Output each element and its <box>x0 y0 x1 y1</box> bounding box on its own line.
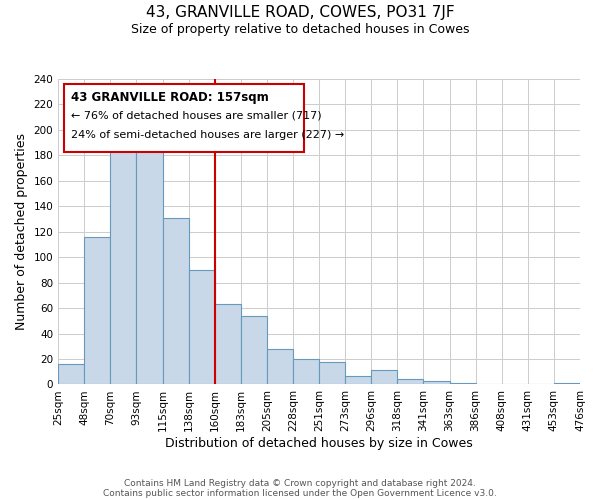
Text: 24% of semi-detached houses are larger (227) →: 24% of semi-detached houses are larger (… <box>71 130 344 140</box>
Text: ← 76% of detached houses are smaller (717): ← 76% of detached houses are smaller (71… <box>71 111 322 121</box>
Bar <box>424 380 449 384</box>
Text: Contains HM Land Registry data © Crown copyright and database right 2024.: Contains HM Land Registry data © Crown c… <box>124 478 476 488</box>
Text: 43, GRANVILLE ROAD, COWES, PO31 7JF: 43, GRANVILLE ROAD, COWES, PO31 7JF <box>146 5 454 20</box>
Bar <box>371 370 397 384</box>
Bar <box>293 359 319 384</box>
Bar <box>449 383 476 384</box>
Text: Contains public sector information licensed under the Open Government Licence v3: Contains public sector information licen… <box>103 488 497 498</box>
Bar <box>136 138 163 384</box>
Bar <box>215 304 241 384</box>
Bar <box>397 380 424 384</box>
Text: 43 GRANVILLE ROAD: 157sqm: 43 GRANVILLE ROAD: 157sqm <box>71 92 269 104</box>
Bar <box>110 132 136 384</box>
Text: Size of property relative to detached houses in Cowes: Size of property relative to detached ho… <box>131 22 469 36</box>
Bar <box>319 362 345 384</box>
Bar <box>58 364 84 384</box>
Bar <box>554 383 580 384</box>
Bar <box>267 349 293 384</box>
Bar <box>188 270 215 384</box>
Y-axis label: Number of detached properties: Number of detached properties <box>15 133 28 330</box>
Bar <box>84 237 110 384</box>
Bar <box>241 316 267 384</box>
X-axis label: Distribution of detached houses by size in Cowes: Distribution of detached houses by size … <box>165 437 473 450</box>
Bar <box>345 376 371 384</box>
Bar <box>163 218 188 384</box>
